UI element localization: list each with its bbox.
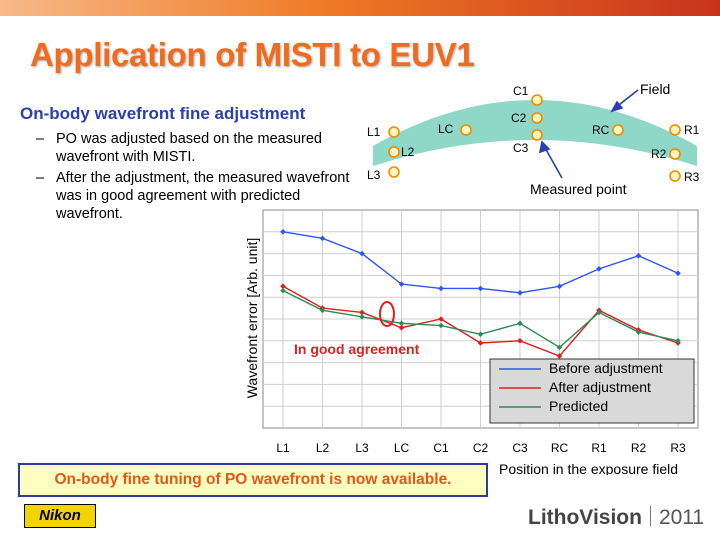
point-l1-marker bbox=[388, 126, 400, 138]
predicted-point bbox=[477, 331, 484, 338]
point-c2-marker bbox=[531, 112, 543, 124]
point-c3-marker bbox=[531, 129, 543, 141]
footer-logo: LithoVision 2011 bbox=[528, 506, 704, 530]
x-tick-label: RC bbox=[551, 441, 569, 455]
agreement-highlight-circle bbox=[379, 301, 395, 327]
legend-label: Predicted bbox=[549, 398, 608, 414]
point-l3-marker bbox=[388, 166, 400, 178]
predicted-point bbox=[635, 329, 642, 335]
point-r3-marker bbox=[669, 170, 681, 182]
x-tick-label: L3 bbox=[355, 441, 369, 455]
x-tick-labels: L1 L2 L3 LC C1 C2 C3 RC R1 R2 R3 bbox=[276, 441, 686, 455]
before-adjustment-point bbox=[556, 283, 563, 290]
top-accent-bar bbox=[0, 0, 720, 16]
predicted-point bbox=[517, 320, 523, 327]
bullet-dash: – bbox=[36, 131, 45, 147]
x-tick-label: R1 bbox=[591, 441, 607, 455]
predicted-point bbox=[438, 322, 444, 329]
after-adjustment-point bbox=[398, 324, 405, 331]
conclusion-banner: On-body fine tuning of PO wavefront is n… bbox=[18, 463, 488, 497]
x-tick-label: C1 bbox=[433, 441, 449, 455]
point-r2-marker bbox=[669, 148, 681, 160]
before-adjustment-point bbox=[675, 270, 681, 277]
predicted-point bbox=[596, 309, 602, 316]
before-adjustment-point bbox=[398, 281, 405, 287]
legend-label: After adjustment bbox=[549, 379, 651, 395]
bullet-list: – PO was adjusted based on the measured … bbox=[36, 130, 366, 226]
x-tick-label: LC bbox=[394, 441, 410, 455]
measured-point-label: Measured point bbox=[530, 181, 627, 197]
after-adjustment-point bbox=[556, 353, 563, 359]
field-label: Field bbox=[640, 81, 670, 97]
point-r1-label: R1 bbox=[684, 123, 700, 137]
point-l2-marker bbox=[388, 146, 400, 158]
bullet-dash: – bbox=[36, 170, 45, 186]
measured-point-arrow-head bbox=[538, 140, 551, 154]
x-tick-label: C2 bbox=[473, 441, 489, 455]
point-r3-label: R3 bbox=[684, 170, 700, 184]
before-adjustment-point bbox=[635, 252, 642, 259]
before-adjustment-point bbox=[319, 235, 326, 242]
x-axis-label: Position in the exposure field bbox=[499, 461, 678, 475]
point-l3-label: L3 bbox=[367, 168, 381, 182]
point-c1-marker bbox=[531, 94, 543, 106]
before-adjustment-point bbox=[596, 266, 602, 272]
legend-label: Before adjustment bbox=[549, 360, 663, 376]
point-lc-marker bbox=[460, 124, 472, 136]
slide-title: Application of MISTI to EUV1 bbox=[30, 36, 475, 73]
series-layer bbox=[280, 229, 681, 359]
before-adjustment-point bbox=[477, 285, 484, 292]
predicted-point bbox=[319, 307, 326, 314]
x-tick-label: C3 bbox=[512, 441, 528, 455]
point-l1-label: L1 bbox=[367, 125, 381, 139]
bullet-item: – After the adjustment, the measured wav… bbox=[36, 169, 366, 223]
footer-brand: LithoVision bbox=[528, 506, 642, 529]
before-adjustment-point bbox=[359, 250, 365, 257]
after-adjustment-point bbox=[517, 338, 523, 344]
point-c3-label: C3 bbox=[513, 141, 529, 155]
after-adjustment-point bbox=[438, 316, 444, 322]
bullet-text: PO was adjusted based on the measured wa… bbox=[56, 131, 322, 165]
exposure-field-diagram: C1 C2 C3 LC RC L1 L2 L3 R1 R2 R3 Field M… bbox=[367, 81, 700, 197]
section-heading: On-body wavefront fine adjustment bbox=[20, 104, 306, 123]
point-rc-marker bbox=[612, 124, 624, 136]
predicted-point bbox=[359, 314, 365, 320]
before-adjustment-point bbox=[438, 285, 444, 292]
field-arrow-head bbox=[610, 100, 624, 113]
x-tick-label: R3 bbox=[670, 441, 686, 455]
footer-year: 2011 bbox=[658, 506, 705, 529]
wavefront-chart: L1 L2 L3 LC C1 C2 C3 RC R1 R2 R3 Wavefront error [… bbox=[244, 209, 699, 475]
measured-point-arrow bbox=[543, 145, 563, 179]
x-tick-label: R2 bbox=[631, 441, 647, 455]
predicted-point bbox=[675, 338, 681, 344]
predicted-point bbox=[280, 287, 286, 294]
before-adjustment-point bbox=[280, 229, 286, 235]
x-tick-label: L2 bbox=[316, 441, 330, 455]
legend: Before adjustment After adjustment Predict… bbox=[489, 358, 695, 424]
point-c1-label: C1 bbox=[513, 84, 529, 98]
after-adjustment-point bbox=[477, 340, 484, 346]
point-lc-label: LC bbox=[438, 122, 454, 136]
nikon-logo: Nikon bbox=[24, 504, 96, 528]
before-adjustment-point bbox=[517, 290, 523, 296]
after-adjustment-point bbox=[359, 309, 365, 316]
point-c2-label: C2 bbox=[511, 111, 527, 125]
point-rc-label: RC bbox=[592, 123, 610, 137]
agreement-annotation: In good agreement bbox=[294, 341, 420, 357]
predicted-point bbox=[398, 320, 405, 327]
x-tick-label: L1 bbox=[276, 441, 290, 455]
point-r1-marker bbox=[669, 124, 681, 136]
y-axis-label: Wavefront error [Arb. unit] bbox=[244, 238, 260, 399]
after-adjustment-point bbox=[280, 283, 286, 290]
footer-divider bbox=[649, 506, 651, 526]
bullet-item: – PO was adjusted based on the measured … bbox=[36, 130, 366, 166]
bullet-text: After the adjustment, the measured wavef… bbox=[56, 170, 350, 222]
point-l2-label: L2 bbox=[401, 145, 415, 159]
point-r2-label: R2 bbox=[651, 147, 667, 161]
predicted-point bbox=[556, 344, 563, 351]
